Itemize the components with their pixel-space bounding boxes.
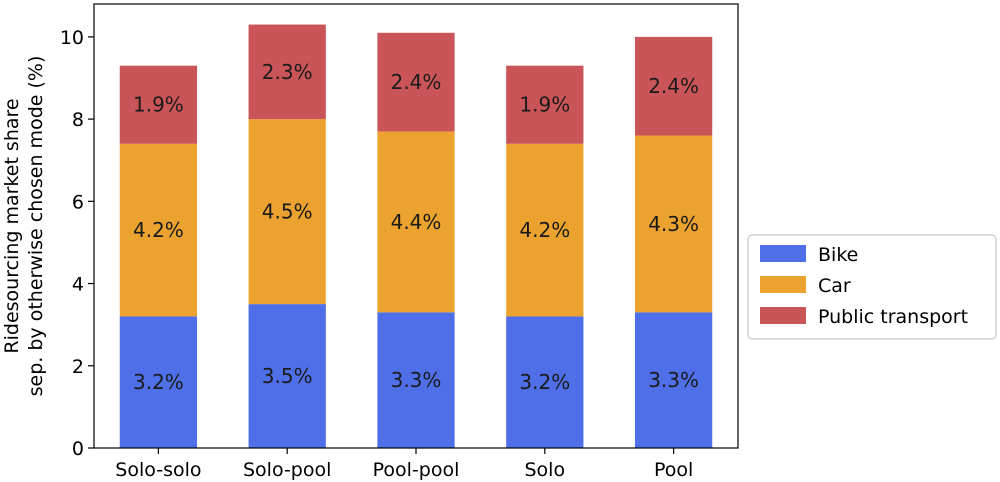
y-tick-label: 4 xyxy=(72,274,84,296)
bar-value-label: 3.5% xyxy=(262,364,313,388)
bar-value-label: 2.3% xyxy=(262,60,313,84)
bar-value-label: 4.2% xyxy=(519,218,570,242)
y-tick-label: 0 xyxy=(72,438,84,460)
legend: Bike Car Public transport xyxy=(747,234,997,340)
x-tick-label: Pool-pool xyxy=(373,459,460,481)
bar-public-transport-solo-pool xyxy=(248,24,326,120)
bar-bike-pool-pool xyxy=(377,312,455,448)
bar-value-label: 2.4% xyxy=(391,70,442,94)
bar-value-label: 2.4% xyxy=(648,74,699,98)
bar-value-label: 3.2% xyxy=(519,370,570,394)
bar-bike-solo-solo xyxy=(119,316,198,448)
bar-car-solo xyxy=(506,143,584,317)
bar-value-label: 3.3% xyxy=(648,368,699,392)
bar-public-transport-pool-pool xyxy=(377,32,455,132)
legend-swatch xyxy=(760,276,806,293)
bar-value-label: 4.4% xyxy=(391,210,442,234)
bar-bike-solo-pool xyxy=(248,304,326,448)
bar-value-label: 4.5% xyxy=(262,200,313,224)
bar-car-solo-solo xyxy=(119,143,198,317)
bar-labels-group: 3.2% 4.2% 1.9% 3.5% 4.5% 2.3% 3.3% 4.4% 2.4% 3.2%… xyxy=(133,60,699,394)
bar-value-label: 3.2% xyxy=(133,370,184,394)
bar-bike-pool xyxy=(634,312,713,448)
x-tick-label: Solo-solo xyxy=(115,459,201,481)
bar-public-transport-pool xyxy=(634,36,713,136)
y-tick-label: 2 xyxy=(72,356,84,378)
bar-car-solo-pool xyxy=(248,119,326,305)
bar-value-label: 4.3% xyxy=(648,212,699,236)
legend-entry-label: Public transport xyxy=(818,306,968,328)
bar-public-transport-solo-solo xyxy=(119,65,198,144)
bar-car-pool xyxy=(634,135,713,313)
x-axis: Solo-solo Solo-pool Pool-pool Solo Pool xyxy=(115,448,693,481)
y-axis-title: Ridesourcing market share sep. by otherwi… xyxy=(1,56,47,397)
x-tick-label: Solo-pool xyxy=(243,459,331,481)
legend-swatch xyxy=(760,245,806,262)
y-tick-label: 6 xyxy=(72,191,84,213)
bars-group xyxy=(119,24,713,448)
bar-value-label: 1.9% xyxy=(133,93,184,117)
x-tick-label: Solo xyxy=(525,459,566,481)
bar-car-pool-pool xyxy=(377,131,455,313)
y-tick-label: 10 xyxy=(60,27,84,49)
y-axis: 0 2 4 6 8 10 xyxy=(60,27,94,460)
bar-value-label: 4.2% xyxy=(133,218,184,242)
legend-frame xyxy=(747,234,997,340)
legend-entry-label: Bike xyxy=(818,244,858,266)
bar-public-transport-solo xyxy=(506,65,584,144)
legend-entry-label: Car xyxy=(818,275,851,297)
x-tick-label: Pool xyxy=(654,459,693,481)
legend-swatch xyxy=(760,307,806,324)
bar-value-label: 3.3% xyxy=(391,368,442,392)
bar-bike-solo xyxy=(506,316,584,448)
y-tick-label: 8 xyxy=(72,109,84,131)
bar-value-label: 1.9% xyxy=(519,93,570,117)
